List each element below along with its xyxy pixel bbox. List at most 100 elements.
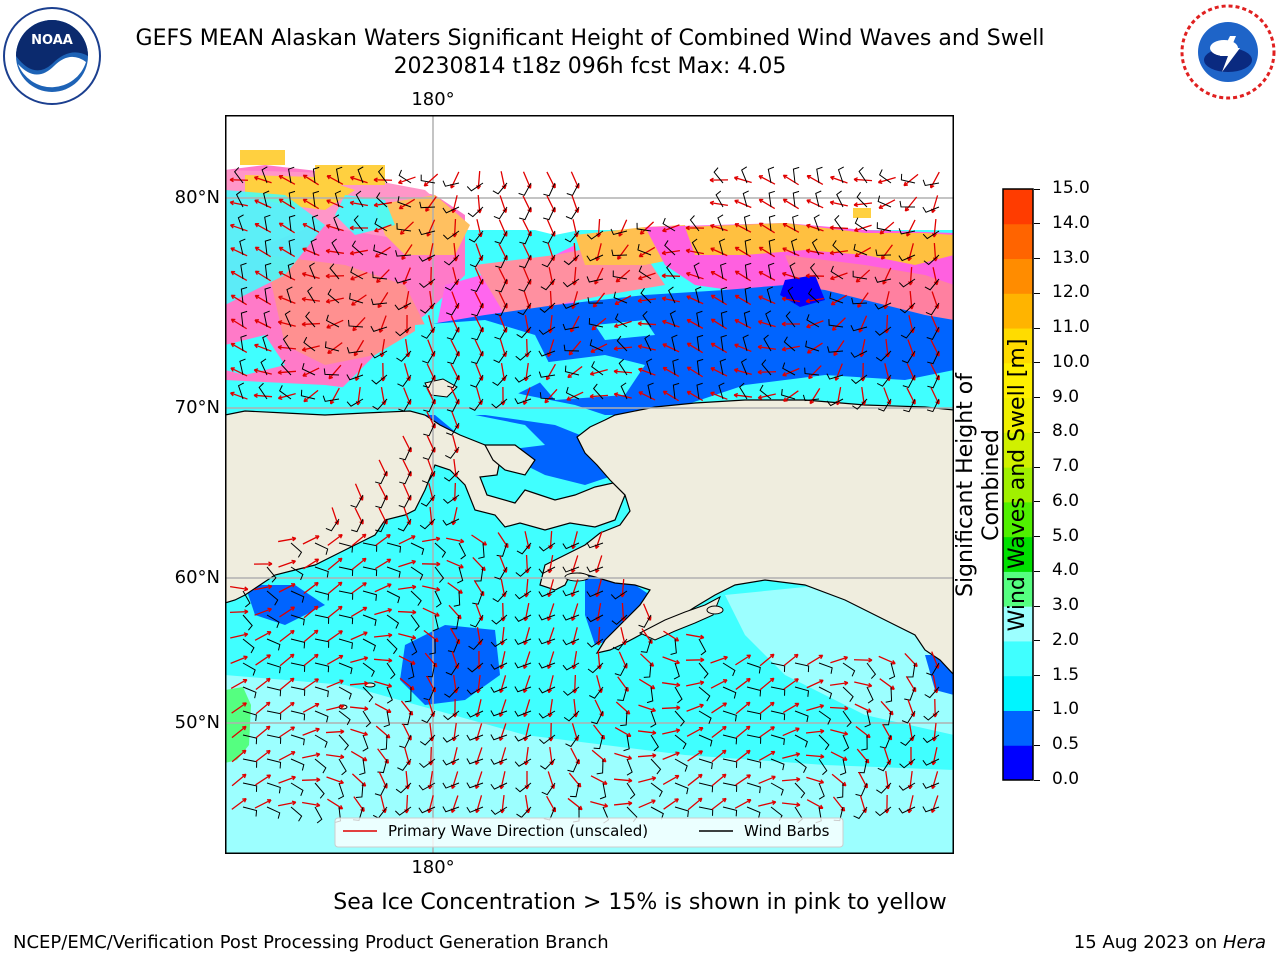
wind-barb (458, 542, 467, 560)
wave-direction-arrow (855, 269, 871, 283)
wave-direction-arrow (278, 775, 296, 784)
wave-direction-arrow (544, 388, 558, 404)
wind-barb (375, 494, 388, 509)
wind-barb (346, 374, 364, 381)
wind-barb (698, 638, 707, 656)
wind-barb (538, 638, 556, 645)
wind-barb (420, 494, 436, 507)
wind-barb (471, 302, 484, 317)
wind-barb (338, 614, 354, 625)
wind-barb (541, 782, 556, 796)
wave-direction-arrow (733, 175, 752, 184)
wind-barb (698, 758, 713, 770)
wave-direction-arrow (230, 367, 248, 377)
wave-direction-arrow (829, 225, 849, 231)
wind-barb (394, 302, 412, 311)
wind-barb (850, 325, 868, 332)
map-frame (225, 115, 954, 854)
wave-direction-arrow (759, 726, 775, 738)
wind-barb (836, 782, 844, 799)
wave-direction-arrow (857, 292, 869, 308)
wave-direction-arrow (710, 655, 728, 664)
wind-barb (264, 286, 271, 304)
wind-barb (362, 710, 372, 728)
wind-barb (744, 262, 752, 280)
wind-barb (290, 710, 306, 721)
wave-direction-arrow (422, 607, 440, 617)
wave-direction-arrow (277, 369, 297, 375)
colorbar-cell (1003, 223, 1033, 260)
wind-barb (587, 662, 604, 674)
wave-direction-arrow (830, 729, 849, 736)
wind-barb (586, 614, 604, 623)
wind-barb (770, 782, 784, 796)
wind-barb (874, 302, 892, 310)
wave-direction-arrow (711, 749, 727, 763)
wind-barb (467, 662, 484, 673)
wave-direction-arrow (373, 632, 393, 638)
wind-barb (698, 806, 714, 816)
wave-direction-arrow (903, 173, 919, 187)
colorbar-tick-mark (1034, 570, 1040, 572)
lon-label-bottom: 180° (411, 857, 455, 878)
wind-barb (518, 278, 532, 292)
wind-barb (314, 590, 330, 601)
wave-height-map: Primary Wave Direction (unscaled) Wind B… (225, 115, 954, 854)
wave-direction-arrow (326, 319, 344, 329)
wind-barb (338, 638, 353, 649)
wave-direction-arrow (661, 250, 680, 256)
wind-barb (540, 278, 556, 291)
wind-barb (429, 638, 436, 655)
wind-barb (538, 614, 556, 621)
wind-barb (386, 662, 396, 680)
wind-barb (516, 806, 532, 818)
wave-direction-arrow (253, 561, 273, 567)
wind-barb (242, 710, 257, 722)
wind-barb (362, 686, 374, 703)
wave-direction-arrow (327, 630, 343, 642)
wind-barb (610, 228, 628, 236)
wave-direction-arrow (904, 196, 918, 212)
wind-barb (638, 265, 652, 280)
wind-barb (834, 215, 844, 232)
wind-barb (807, 288, 820, 304)
wind-barb (770, 734, 785, 745)
wind-barb (262, 334, 269, 352)
wind-barb (266, 590, 279, 606)
wave-direction-arrow (302, 703, 320, 713)
wave-direction-arrow (687, 797, 703, 811)
wind-barb (237, 214, 244, 232)
wave-direction-arrow (829, 705, 849, 711)
wave-direction-arrow (255, 774, 272, 786)
wind-barb (308, 262, 316, 280)
wind-barb (888, 662, 896, 680)
wind-barb (783, 336, 796, 352)
wind-barb (346, 347, 364, 354)
wind-barb (669, 310, 676, 328)
wave-direction-arrow (255, 749, 271, 762)
wind-barb (866, 686, 874, 704)
wave-direction-arrow (710, 271, 728, 281)
wind-barb (422, 446, 436, 461)
wind-barb (519, 206, 532, 221)
wave-direction-arrow (446, 537, 465, 544)
wave-direction-arrow (686, 295, 704, 305)
wind-barb (562, 278, 580, 288)
wind-barb (586, 254, 604, 262)
wind-barb (617, 686, 628, 702)
wind-barb (493, 350, 508, 364)
wind-barb (567, 758, 580, 773)
wind-barb (242, 590, 251, 608)
wind-barb (922, 782, 940, 789)
wave-direction-arrow (253, 368, 272, 375)
wind-barb (740, 358, 748, 376)
wind-barb (376, 192, 388, 208)
wind-barb (338, 758, 347, 776)
wave-direction-arrow (326, 654, 344, 666)
wind-barb (674, 734, 687, 750)
wind-barb (494, 326, 508, 340)
wind-barb (614, 662, 628, 677)
wind-barb (542, 230, 556, 244)
wave-direction-arrow (805, 248, 824, 255)
colorbar-cell (1003, 258, 1033, 294)
